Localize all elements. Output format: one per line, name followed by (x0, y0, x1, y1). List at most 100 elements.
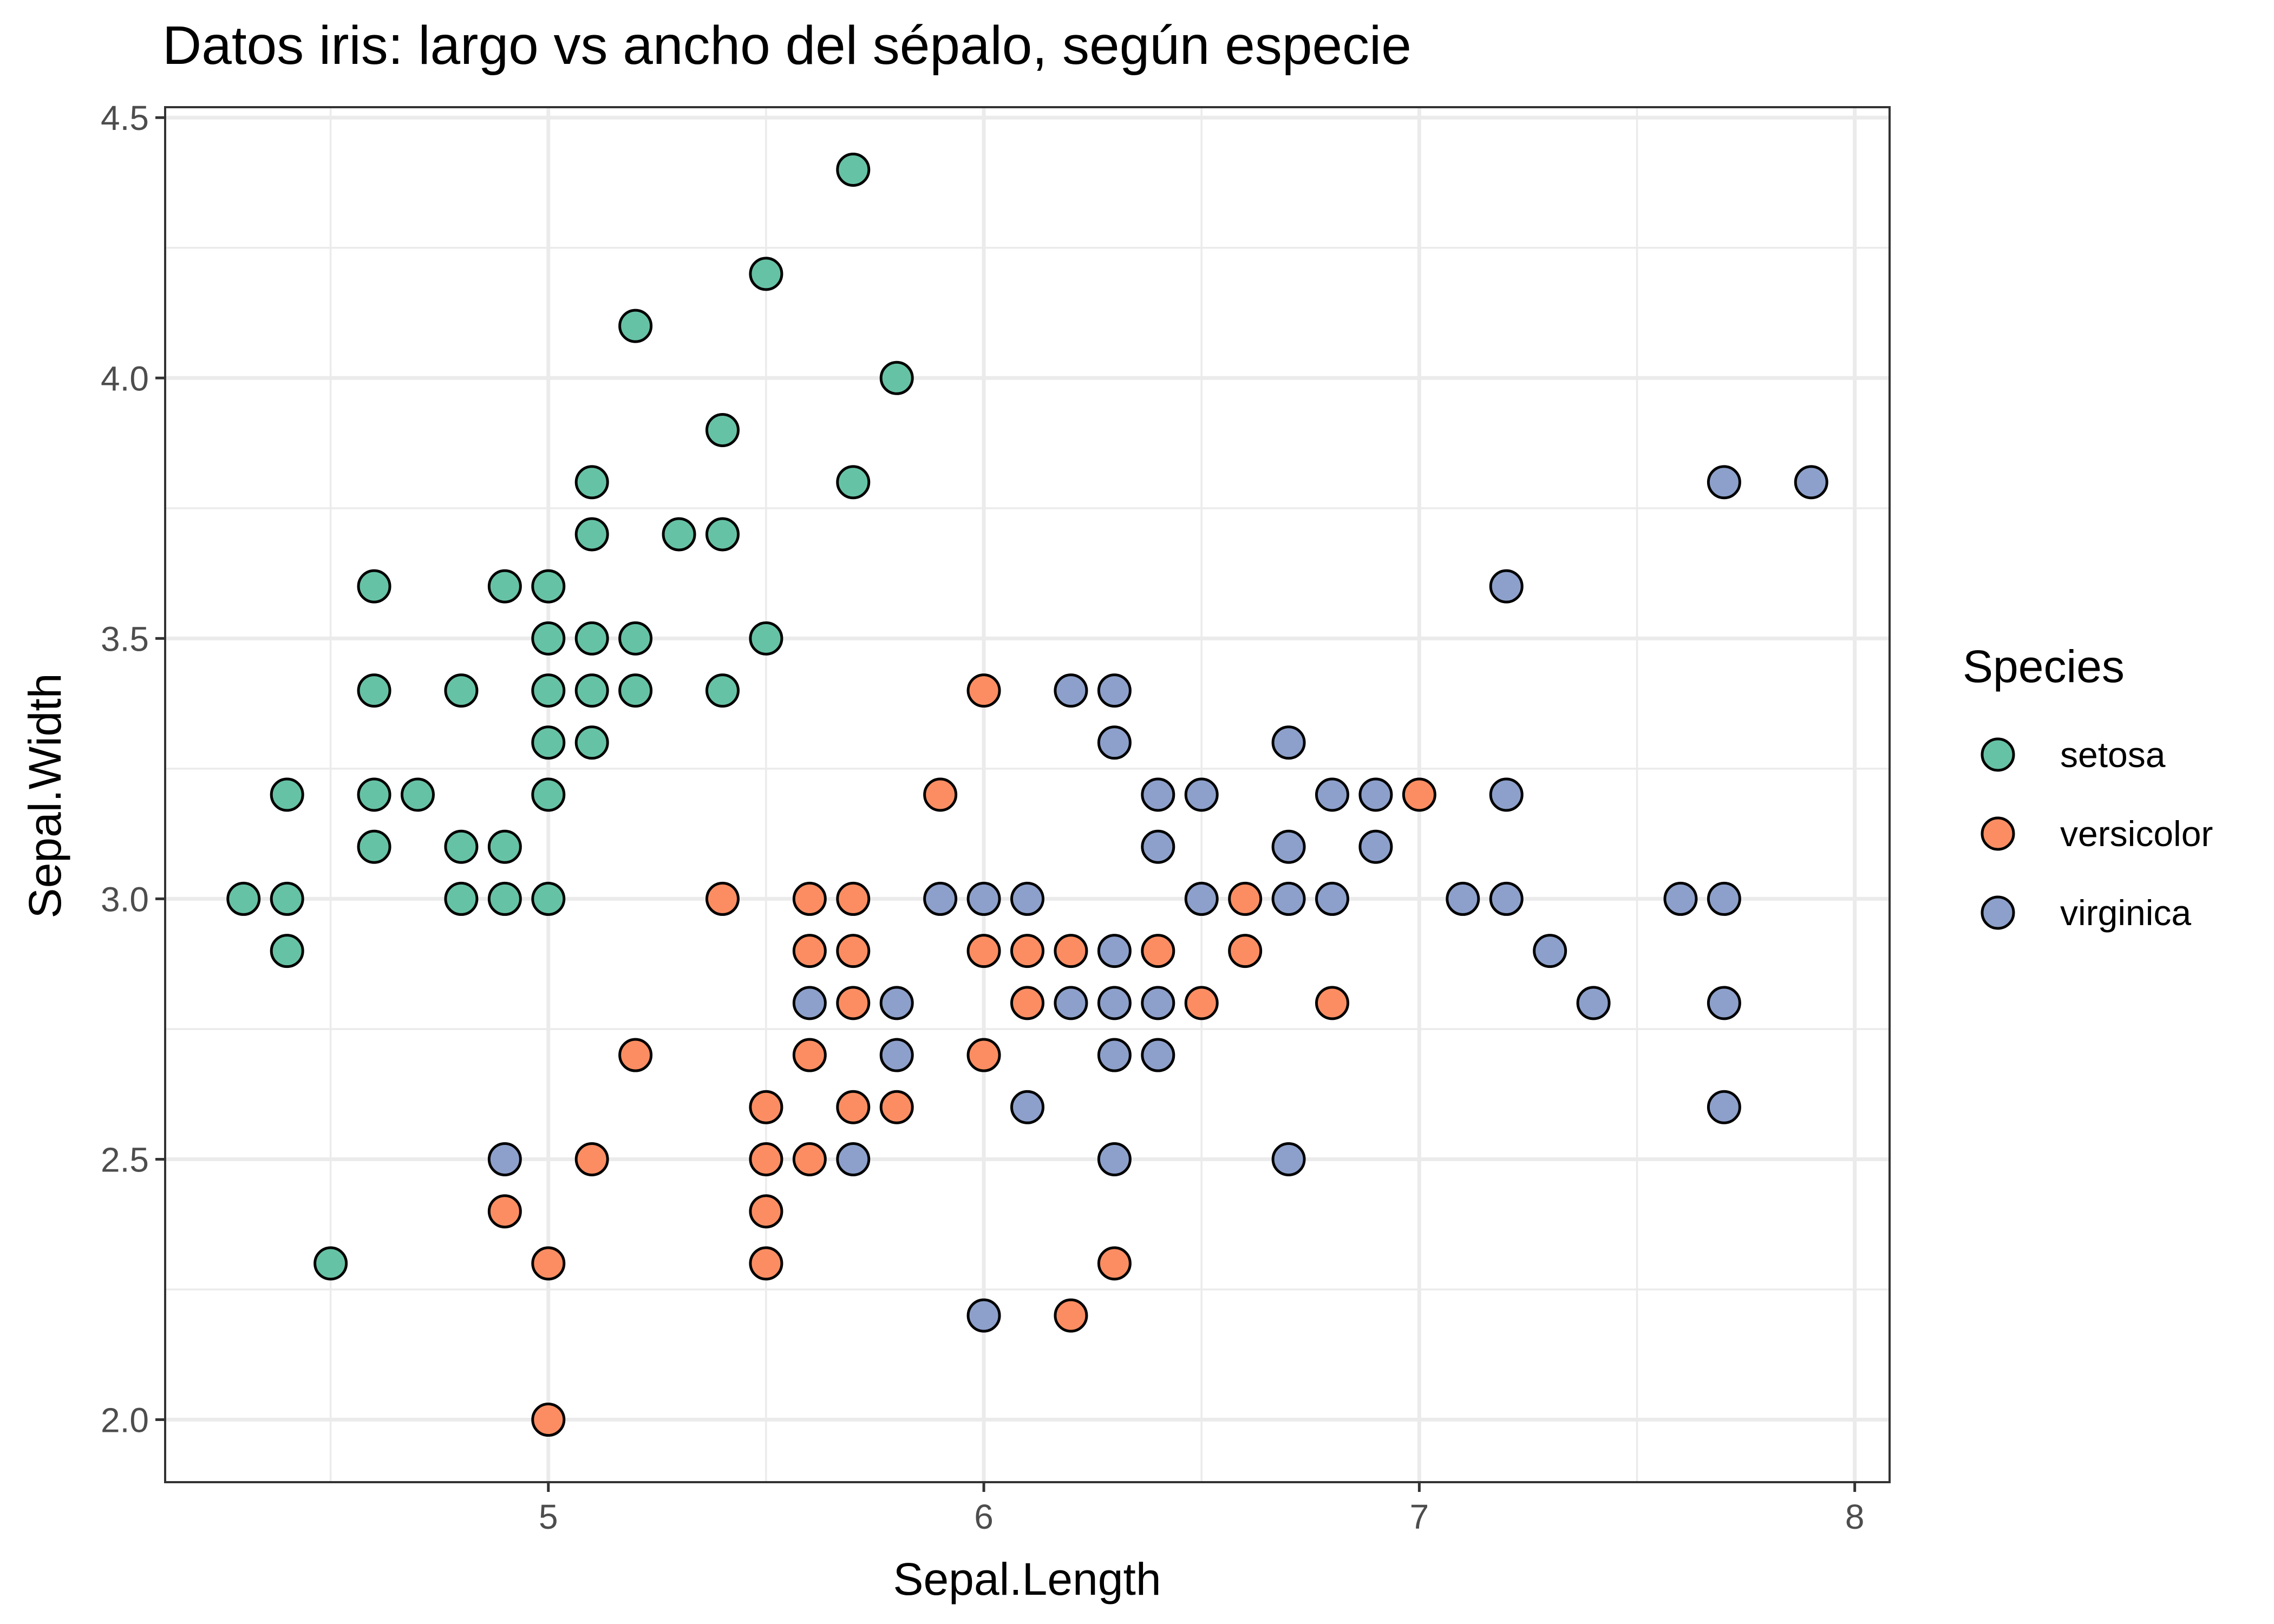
data-point-virginica (1315, 881, 1350, 916)
data-point-virginica (1271, 881, 1306, 916)
data-point-virginica (1663, 881, 1698, 916)
series-setosa (226, 152, 914, 1281)
data-point-setosa (662, 517, 696, 552)
data-point-versicolor (574, 1142, 609, 1176)
data-point-versicolor (1097, 1246, 1132, 1281)
data-point-virginica (1010, 1090, 1044, 1124)
data-point-virginica (1707, 881, 1741, 916)
data-point-virginica (1707, 986, 1741, 1020)
data-point-virginica (1271, 725, 1306, 760)
data-point-setosa (618, 309, 653, 343)
data-point-versicolor (1184, 986, 1219, 1020)
data-point-setosa (270, 934, 304, 968)
legend-label-virginica: virginica (2060, 893, 2191, 933)
data-point-setosa (879, 361, 914, 395)
data-point-versicolor (749, 1194, 783, 1229)
data-point-virginica (1271, 829, 1306, 864)
data-point-virginica (1489, 881, 1524, 916)
data-point-virginica (1010, 881, 1044, 916)
data-point-virginica (1054, 673, 1088, 708)
data-point-virginica (966, 1298, 1001, 1333)
data-point-versicolor (1228, 881, 1263, 916)
data-point-setosa (618, 673, 653, 708)
data-point-setosa (705, 413, 740, 448)
data-point-setosa (705, 517, 740, 552)
legend: setosa versicolor virginica (1981, 735, 2213, 933)
data-point-virginica (1141, 1038, 1175, 1072)
data-point-versicolor (836, 881, 871, 916)
data-point-setosa (531, 881, 566, 916)
data-point-virginica (1707, 465, 1741, 500)
x-tick-label: 7 (1410, 1497, 1429, 1536)
data-point-setosa (487, 569, 522, 604)
data-point-virginica (879, 986, 914, 1020)
data-point-versicolor (1054, 1298, 1088, 1333)
data-point-versicolor (1054, 934, 1088, 968)
data-point-setosa (749, 257, 783, 291)
panel-border (164, 106, 1891, 1483)
data-point-virginica (1141, 829, 1175, 864)
data-point-virginica (1097, 725, 1132, 760)
data-point-versicolor (923, 777, 958, 812)
data-point-virginica (966, 881, 1001, 916)
data-point-setosa (836, 152, 871, 187)
data-point-virginica (1576, 986, 1611, 1020)
legend-label-setosa: setosa (2060, 735, 2166, 775)
data-point-setosa (487, 881, 522, 916)
legend-key-virginica (1981, 895, 2015, 930)
data-point-versicolor (618, 1038, 653, 1072)
data-point-setosa (400, 777, 435, 812)
y-tick-label: 4.0 (101, 359, 149, 398)
data-point-virginica (1489, 569, 1524, 604)
data-point-versicolor (749, 1246, 783, 1281)
data-point-versicolor (1402, 777, 1436, 812)
data-point-setosa (357, 673, 391, 708)
y-tick-label: 4.5 (101, 99, 149, 137)
data-point-versicolor (1010, 986, 1044, 1020)
data-point-virginica (1315, 777, 1350, 812)
data-point-setosa (705, 673, 740, 708)
x-tick-label: 6 (974, 1497, 994, 1536)
data-point-setosa (270, 777, 304, 812)
data-point-setosa (444, 673, 479, 708)
data-point-setosa (574, 465, 609, 500)
data-point-virginica (1358, 829, 1393, 864)
data-point-virginica (1097, 673, 1132, 708)
data-point-virginica (1097, 1142, 1132, 1176)
data-point-setosa (313, 1246, 348, 1281)
y-tick-label: 3.5 (101, 619, 149, 658)
data-point-versicolor (792, 934, 827, 968)
legend-key-versicolor (1981, 816, 2015, 851)
y-tick-label: 2.5 (101, 1140, 149, 1179)
x-axis-title: Sepal.Length (893, 1554, 1161, 1605)
data-point-virginica (792, 986, 827, 1020)
data-point-setosa (574, 725, 609, 760)
data-point-setosa (487, 829, 522, 864)
legend-label-versicolor: versicolor (2060, 814, 2213, 854)
y-axis-title: Sepal.Width (19, 673, 70, 919)
data-point-virginica (923, 881, 958, 916)
data-point-setosa (226, 881, 261, 916)
data-point-setosa (531, 673, 566, 708)
data-point-versicolor (792, 881, 827, 916)
data-point-virginica (1184, 777, 1219, 812)
data-point-versicolor (1228, 934, 1263, 968)
data-point-versicolor (531, 1403, 566, 1437)
data-point-virginica (1097, 934, 1132, 968)
data-point-setosa (836, 465, 871, 500)
data-point-virginica (487, 1142, 522, 1176)
legend-key-setosa (1981, 737, 2015, 772)
data-point-virginica (1141, 777, 1175, 812)
data-point-versicolor (966, 1038, 1001, 1072)
data-point-versicolor (836, 1090, 871, 1124)
data-points (226, 152, 1828, 1437)
series-virginica (487, 465, 1828, 1333)
data-point-virginica (879, 1038, 914, 1072)
data-point-versicolor (836, 934, 871, 968)
data-point-setosa (357, 829, 391, 864)
legend-title: Species (1963, 641, 2125, 692)
data-point-virginica (836, 1142, 871, 1176)
x-tick-label: 8 (1845, 1497, 1865, 1536)
